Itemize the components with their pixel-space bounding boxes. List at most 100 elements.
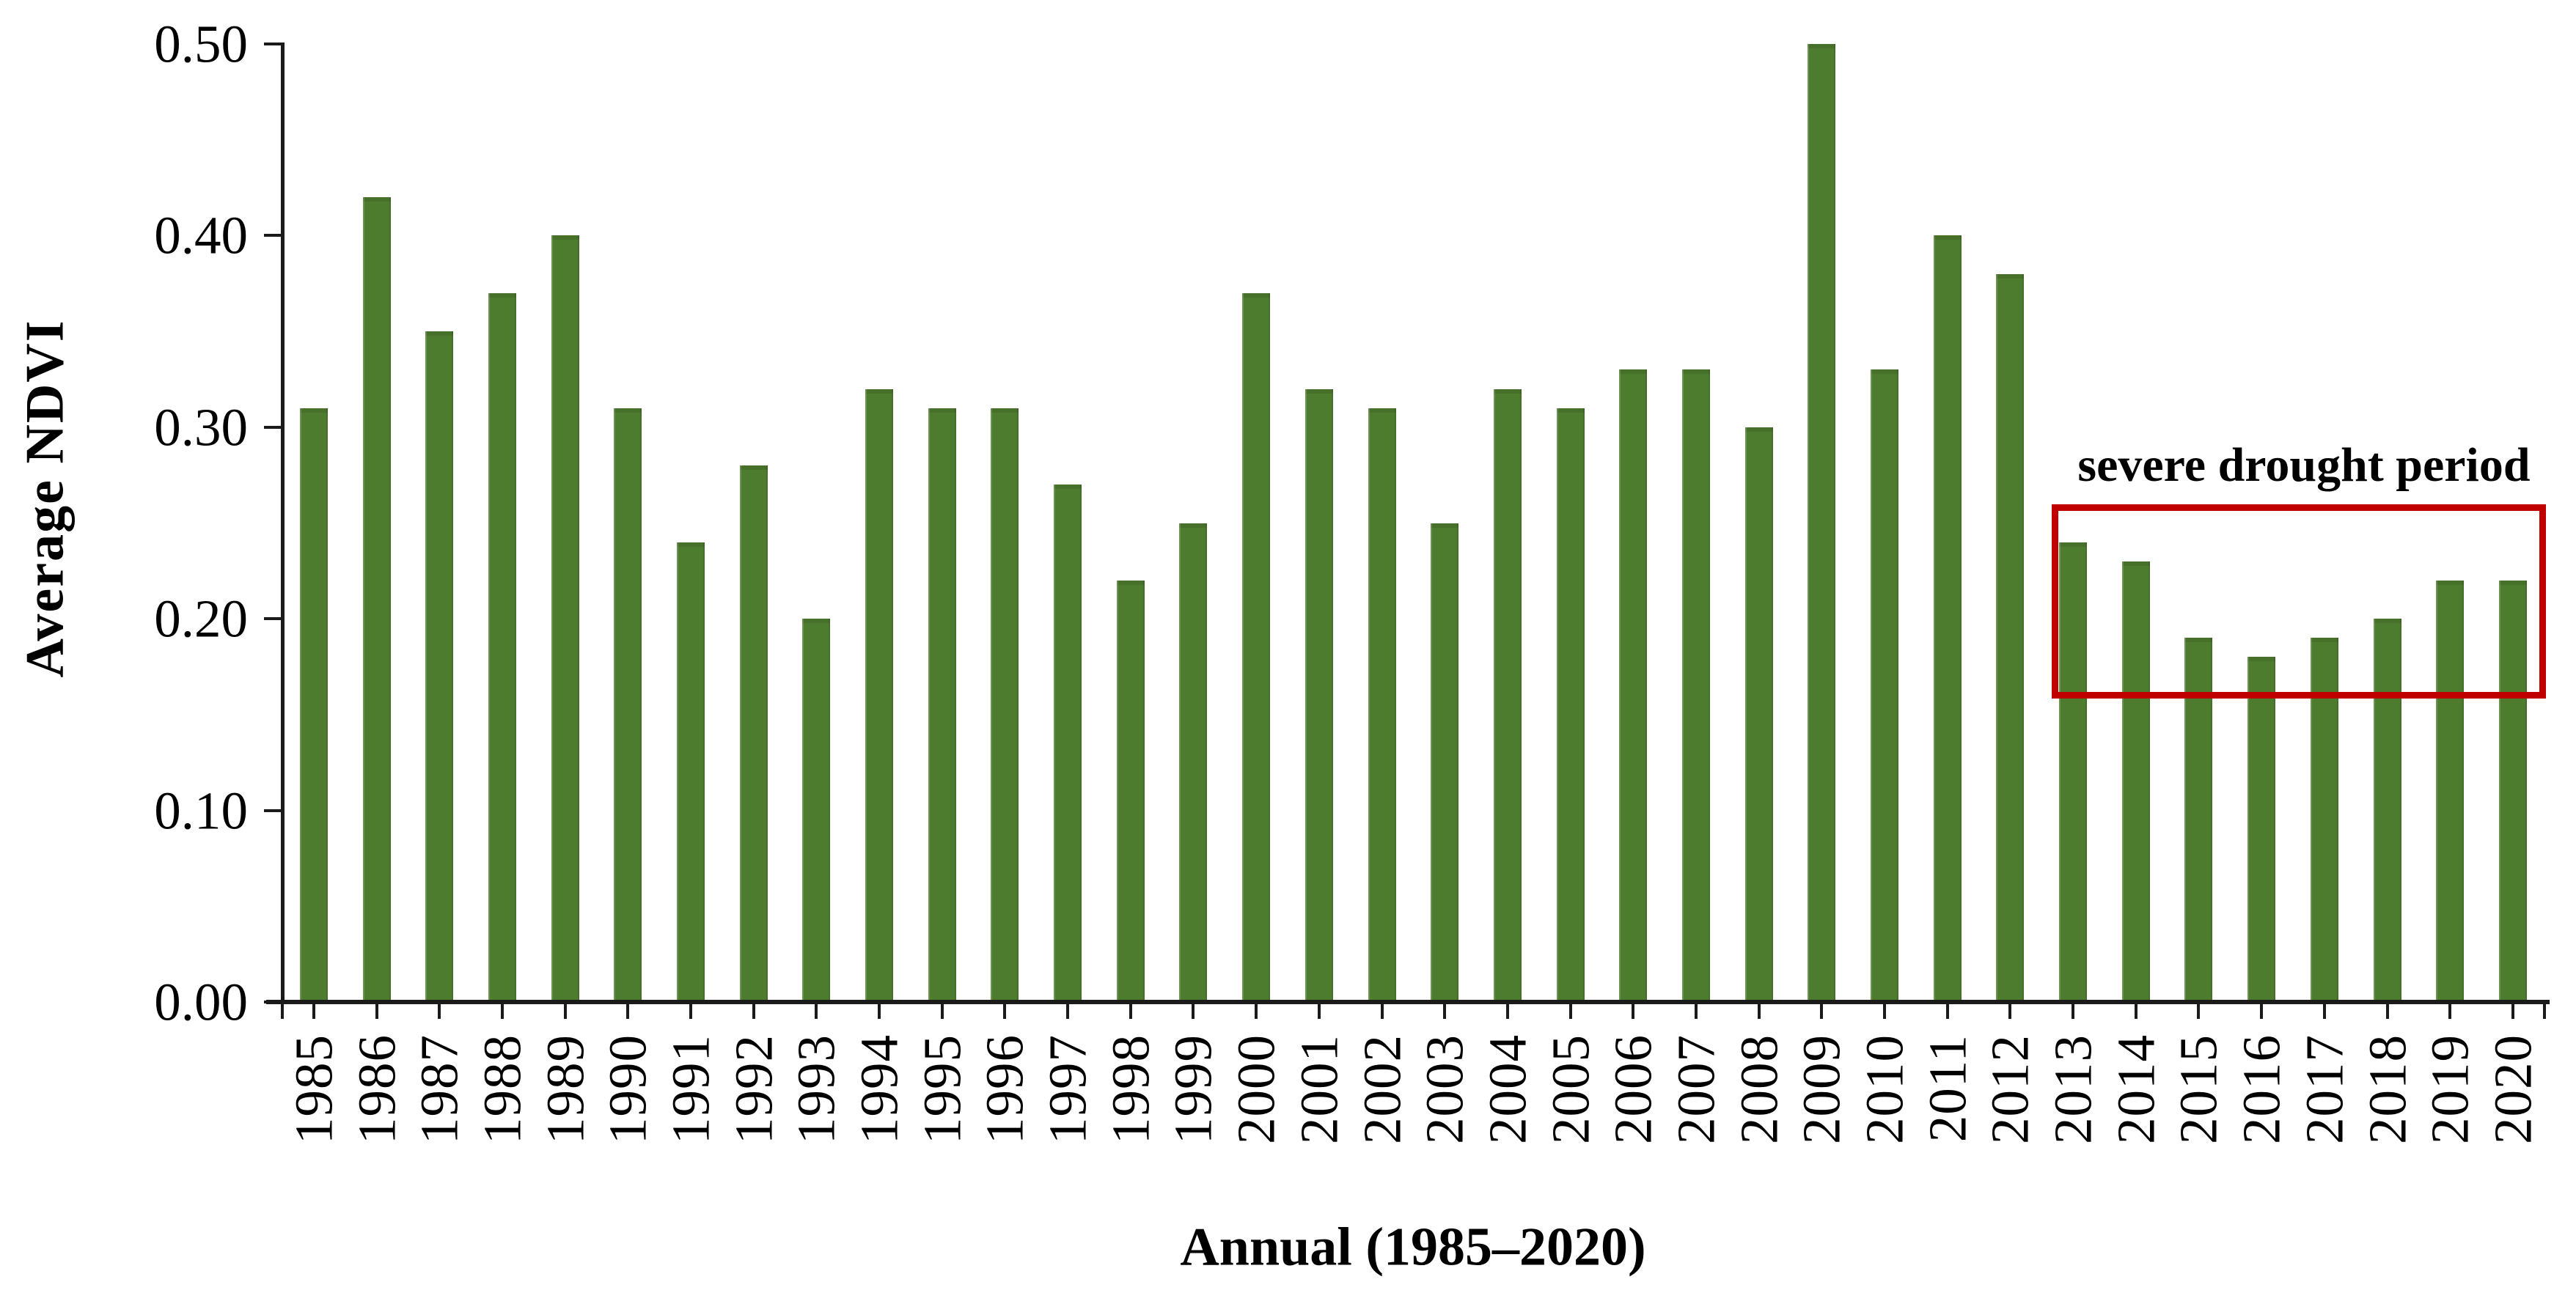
x-tick-2017: [2322, 1004, 2326, 1019]
bar-slot-1985: 1985: [282, 44, 345, 1144]
x-tick-2018: [2385, 1004, 2389, 1019]
bar-2010: [1871, 369, 1899, 1002]
bar-slot-1992: 1992: [722, 44, 785, 1144]
bar-slot-1987: 1987: [408, 44, 471, 1144]
bar-2001: [1304, 388, 1333, 1002]
x-tick-2012: [2008, 1004, 2012, 1019]
x-tick-2015: [2197, 1004, 2201, 1019]
y-tick-label-0.10: 0.10: [154, 781, 248, 841]
bar-2005: [1556, 408, 1585, 1002]
bar-1989: [551, 235, 579, 1002]
x-tick-label-1997: 1997: [1038, 1034, 1098, 1144]
x-tick-2009: [1820, 1004, 1824, 1019]
bar-2019: [2436, 580, 2465, 1002]
x-tick-2020: [2511, 1004, 2514, 1019]
x-tick-label-2013: 2013: [2043, 1034, 2103, 1144]
bar-2000: [1242, 292, 1271, 1002]
bar-slot-2002: 2002: [1351, 44, 1414, 1144]
bar-2014: [2121, 561, 2150, 1002]
x-tick-2001: [1317, 1004, 1321, 1019]
x-tick-label-1989: 1989: [535, 1034, 595, 1144]
x-tick-2013: [2072, 1004, 2075, 1019]
y-tick-0.30: [264, 425, 282, 429]
x-tick-label-2005: 2005: [1541, 1034, 1601, 1144]
bar-slot-2000: 2000: [1225, 44, 1288, 1144]
severe-drought-period-box: [2052, 504, 2546, 699]
x-tick-label-1994: 1994: [849, 1034, 909, 1144]
bar-slot-2004: 2004: [1476, 44, 1539, 1144]
x-tick-2006: [1632, 1004, 1635, 1019]
bar-slot-1991: 1991: [659, 44, 722, 1144]
bar-slot-1993: 1993: [785, 44, 848, 1144]
x-tick-label-2015: 2015: [2168, 1034, 2228, 1144]
x-tick-label-2017: 2017: [2294, 1034, 2355, 1144]
x-tick-label-2003: 2003: [1414, 1034, 1475, 1144]
bar-slot-2009: 2009: [1791, 44, 1854, 1144]
y-tick-label-0.30: 0.30: [154, 397, 248, 457]
x-tick-label-2019: 2019: [2420, 1034, 2480, 1144]
x-tick-label-1985: 1985: [284, 1034, 344, 1144]
x-tick-2004: [1505, 1004, 1509, 1019]
bar-slot-2013: 2013: [2041, 44, 2105, 1144]
x-tick-1991: [689, 1004, 692, 1019]
bar-slot-1988: 1988: [471, 44, 534, 1144]
x-axis-start-tick: [281, 1004, 284, 1019]
x-tick-1989: [563, 1004, 567, 1019]
bar-slot-2008: 2008: [1728, 44, 1791, 1144]
bar-1988: [488, 292, 516, 1002]
x-tick-label-1999: 1999: [1163, 1034, 1223, 1144]
bar-2004: [1493, 388, 1522, 1002]
bar-slot-2015: 2015: [2168, 44, 2231, 1144]
bar-1986: [362, 197, 391, 1002]
x-tick-1992: [752, 1004, 755, 1019]
bar-slot-2003: 2003: [1413, 44, 1476, 1144]
x-tick-2011: [1945, 1004, 1949, 1019]
x-tick-label-2006: 2006: [1603, 1034, 1663, 1144]
bar-1985: [299, 408, 328, 1002]
plot-area: 0.00 0.10 0.20 0.30 0.40 0.50 1985 1986 1987 198…: [154, 18, 2550, 1144]
bar-2011: [1933, 235, 1962, 1002]
x-tick-label-2020: 2020: [2483, 1034, 2543, 1144]
x-tick-2002: [1380, 1004, 1384, 1019]
bar-1998: [1116, 580, 1145, 1002]
x-tick-label-2014: 2014: [2106, 1034, 2166, 1144]
bar-2003: [1431, 523, 1459, 1002]
x-tick-label-1996: 1996: [975, 1034, 1035, 1144]
bar-2016: [2247, 657, 2276, 1002]
x-tick-1988: [500, 1004, 504, 1019]
y-tick-label-0.50: 0.50: [154, 14, 248, 74]
bar-slot-1999: 1999: [1162, 44, 1225, 1144]
x-axis-title: Annual (1985–2020): [1180, 1217, 1646, 1278]
x-axis-end-tick: [2543, 1004, 2546, 1019]
bar-1993: [802, 619, 831, 1002]
x-tick-2014: [2134, 1004, 2138, 1019]
y-axis-title: Average NDVI: [15, 319, 76, 678]
bar-2018: [2373, 619, 2401, 1002]
x-tick-2005: [1568, 1004, 1572, 1019]
x-tick-label-2007: 2007: [1666, 1034, 1726, 1144]
x-tick-label-1991: 1991: [661, 1034, 721, 1144]
x-tick-1999: [1192, 1004, 1195, 1019]
bar-slot-1990: 1990: [596, 44, 659, 1144]
x-tick-1996: [1003, 1004, 1007, 1019]
bar-2007: [1681, 369, 1710, 1002]
x-axis-line: [266, 1000, 2550, 1004]
x-tick-2010: [1883, 1004, 1887, 1019]
y-tick-0.40: [264, 234, 282, 237]
x-tick-label-2010: 2010: [1854, 1034, 1915, 1144]
bar-slot-2020: 2020: [2481, 44, 2544, 1144]
bar-2008: [1744, 427, 1773, 1002]
bar-slot-2007: 2007: [1665, 44, 1728, 1144]
bar-1987: [425, 331, 454, 1002]
bar-2017: [2310, 638, 2338, 1002]
x-tick-label-2008: 2008: [1729, 1034, 1789, 1144]
bar-slot-2016: 2016: [2230, 44, 2293, 1144]
x-tick-label-1987: 1987: [409, 1034, 469, 1144]
x-tick-2008: [1757, 1004, 1761, 1019]
bar-1996: [991, 408, 1019, 1002]
bar-slot-2012: 2012: [1979, 44, 2042, 1144]
x-tick-label-2011: 2011: [1918, 1034, 1978, 1143]
bar-slot-1998: 1998: [1099, 44, 1162, 1144]
x-tick-1990: [626, 1004, 630, 1019]
